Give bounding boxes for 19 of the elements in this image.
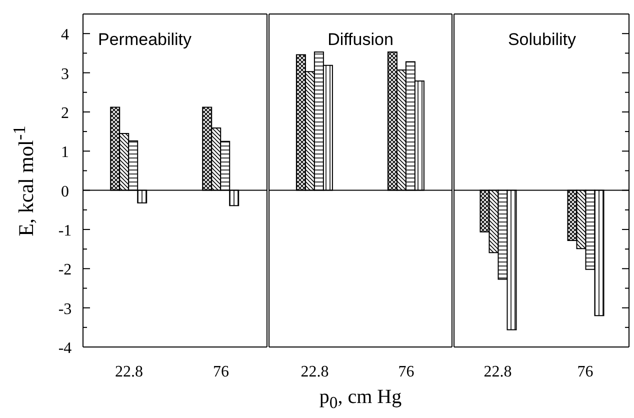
text: Permeability — [98, 30, 192, 50]
text: Diffusion — [326, 30, 394, 50]
y-tick-label: -4 — [58, 340, 72, 357]
y-tick-label: -3 — [58, 300, 72, 318]
y-tick-label: -2 — [58, 262, 72, 279]
x-tick-label: 22.8 — [115, 363, 143, 380]
y-tick-label: 1 — [61, 144, 69, 162]
x-tick-label: 76 — [213, 363, 229, 380]
y-tick-label: 3 — [61, 66, 69, 83]
text: Solubility — [506, 30, 578, 50]
x-tick-label: 22.8 — [300, 363, 329, 380]
x-tick-label: 76 — [398, 363, 414, 380]
y-tick-label: 0 — [61, 183, 69, 200]
x-axis-title: p$_{0}$, cm Hg — [318, 386, 403, 413]
y-tick-label: 4 — [61, 26, 69, 44]
y-tick-label: 2 — [61, 104, 69, 122]
x-tick-label: 76 — [577, 363, 594, 380]
x-tick-label: 22.8 — [484, 363, 512, 380]
y-tick-label: -1 — [58, 222, 72, 240]
